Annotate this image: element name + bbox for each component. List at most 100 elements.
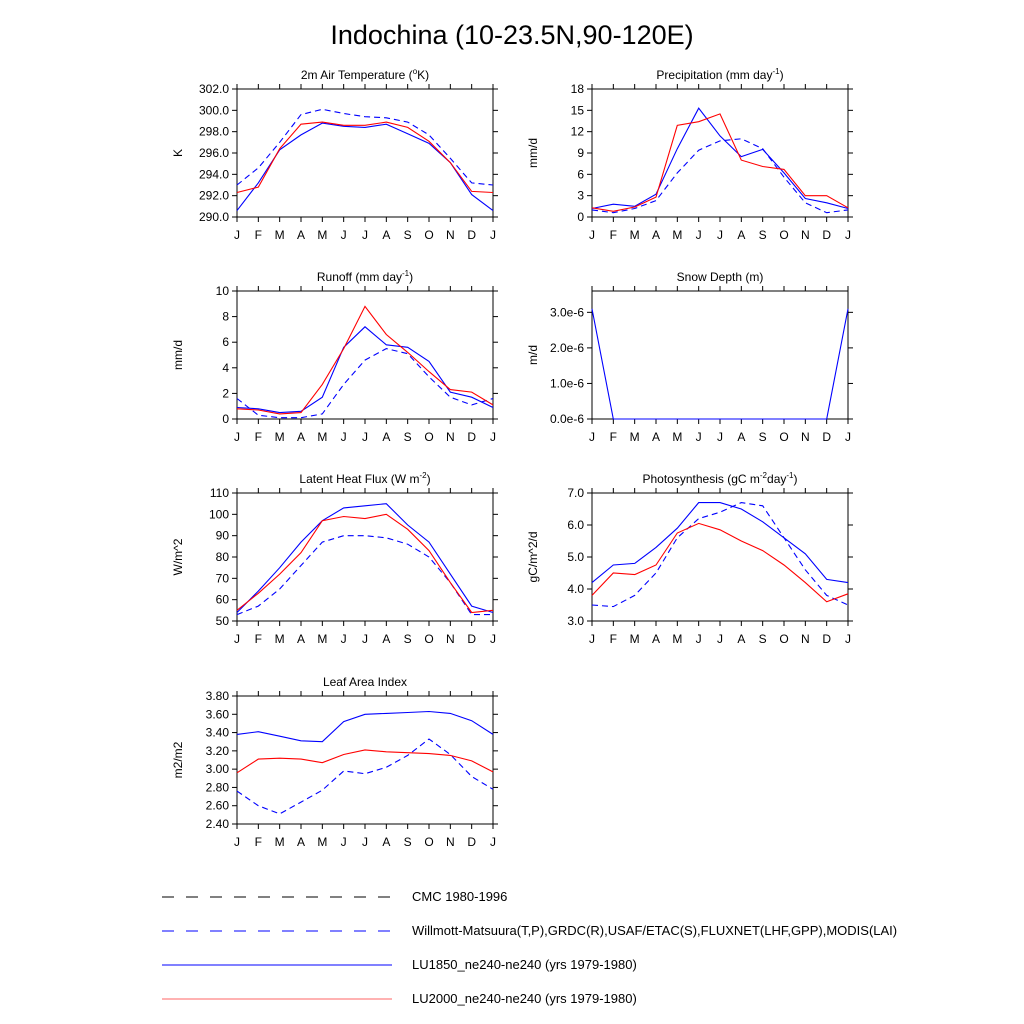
series-line	[591, 138, 849, 214]
chart-panel: 2m Air Temperature (oK) K 290.0 292.0 294.0 2…	[171, 67, 498, 242]
y-tick-label: 2.40	[206, 817, 230, 831]
y-tick-label: 3.0	[567, 614, 584, 628]
legend-label: CMC 1980-1996	[412, 889, 507, 904]
series-line	[591, 308, 849, 420]
y-axis-label: gC/m^2/d	[526, 532, 540, 583]
x-tick-label: J	[234, 632, 240, 646]
y-tick-label: 3.0e-6	[550, 305, 584, 319]
legend: CMC 1980-1996 Willmott-Matsuura(T,P),GRDC…	[162, 889, 897, 1006]
x-tick-label: F	[610, 430, 617, 444]
y-tick-label: 6	[577, 167, 584, 181]
x-tick-label: J	[490, 632, 496, 646]
x-tick-label: D	[467, 632, 476, 646]
panel-title-part: day	[767, 472, 786, 486]
x-tick-label: A	[382, 835, 390, 849]
y-tick-label: 0	[222, 412, 229, 426]
panel-title: Photosynthesis (gC m-2day-1)	[643, 471, 798, 486]
series-line	[591, 107, 849, 210]
series-line	[236, 121, 494, 194]
x-tick-label: A	[652, 430, 660, 444]
y-tick-label: 4	[222, 361, 229, 375]
x-tick-label: J	[696, 430, 702, 444]
panel-title-part: )	[780, 68, 784, 82]
x-tick-label: J	[696, 632, 702, 646]
panel-title-part: )	[409, 270, 413, 284]
panel-title-part: -1	[786, 471, 794, 480]
plot-frame	[591, 88, 849, 218]
series-line	[236, 326, 494, 414]
y-tick-label: 0	[577, 210, 584, 224]
y-tick-label: 90	[216, 529, 230, 543]
y-tick-label: 110	[210, 486, 229, 500]
y-tick-label: 3.80	[206, 689, 230, 703]
y-tick-label: 6	[222, 335, 229, 349]
x-tick-label: J	[341, 632, 347, 646]
x-tick-label: N	[446, 835, 455, 849]
panel-title: 2m Air Temperature (oK)	[301, 67, 429, 82]
y-axis-label: W/m^2	[171, 538, 185, 575]
y-tick-label: 3.20	[206, 744, 230, 758]
y-tick-label: 3.40	[206, 726, 230, 740]
x-tick-label: F	[255, 228, 262, 242]
chart-panel: Precipitation (mm day-1) mm/d 0 3 6 9 12 15 18 J F…	[526, 67, 853, 242]
x-tick-label: N	[801, 228, 810, 242]
y-tick-label: 3.00	[206, 762, 230, 776]
x-tick-label: F	[610, 228, 617, 242]
series-line	[236, 305, 494, 415]
x-tick-label: J	[589, 228, 595, 242]
chart-panel: Leaf Area Index m2/m2 2.40 2.60 2.80 3.00 3.20…	[171, 675, 498, 849]
x-tick-label: O	[424, 228, 433, 242]
x-tick-label: J	[362, 632, 368, 646]
x-tick-label: A	[382, 430, 390, 444]
x-tick-label: J	[234, 228, 240, 242]
x-tick-label: S	[404, 835, 412, 849]
series-line	[591, 502, 849, 584]
panel-title-part: )	[427, 472, 431, 486]
x-tick-label: A	[652, 632, 660, 646]
panel-title-part: Runoff (mm day	[317, 270, 402, 284]
y-tick-label: 10	[216, 284, 230, 298]
y-axis-label: K	[171, 149, 185, 157]
y-tick-label: 2.0e-6	[550, 341, 584, 355]
x-tick-label: J	[490, 835, 496, 849]
x-tick-label: M	[317, 632, 327, 646]
x-tick-label: J	[234, 835, 240, 849]
x-tick-label: S	[404, 632, 412, 646]
x-tick-label: M	[672, 430, 682, 444]
panel-title-part: 2m Air Temperature (	[301, 68, 413, 82]
series-line	[236, 122, 494, 212]
y-axis-label: m/d	[526, 345, 540, 365]
x-tick-label: J	[589, 632, 595, 646]
x-tick-label: M	[630, 228, 640, 242]
x-tick-label: A	[737, 632, 745, 646]
x-tick-label: J	[362, 228, 368, 242]
series-line	[236, 108, 494, 186]
x-tick-label: O	[424, 835, 433, 849]
y-tick-label: 80	[216, 550, 230, 564]
y-tick-label: 2.80	[206, 780, 230, 794]
x-tick-label: J	[490, 228, 496, 242]
panel-title: Leaf Area Index	[323, 675, 407, 689]
x-tick-label: O	[424, 430, 433, 444]
y-tick-label: 2.60	[206, 799, 230, 813]
x-tick-label: S	[759, 632, 767, 646]
x-tick-label: A	[737, 228, 745, 242]
x-tick-label: M	[317, 228, 327, 242]
x-tick-label: J	[490, 430, 496, 444]
x-tick-label: A	[297, 835, 305, 849]
series-line	[236, 513, 494, 614]
y-tick-label: 2	[222, 386, 229, 400]
x-tick-label: D	[822, 430, 831, 444]
y-tick-label: 1.0e-6	[550, 376, 584, 390]
series-line	[236, 749, 494, 774]
panel-title-part: Photosynthesis (gC m	[643, 472, 760, 486]
figure-title: Indochina (10-23.5N,90-120E)	[330, 20, 693, 50]
y-tick-label: 6.0	[567, 518, 584, 532]
x-tick-label: O	[779, 430, 788, 444]
y-tick-label: 3.60	[206, 707, 230, 721]
x-tick-label: A	[382, 228, 390, 242]
panel-title-part: -1	[772, 67, 780, 76]
x-tick-label: M	[275, 835, 285, 849]
y-tick-label: 302.0	[199, 82, 229, 96]
panel-title-part: o	[413, 67, 418, 76]
